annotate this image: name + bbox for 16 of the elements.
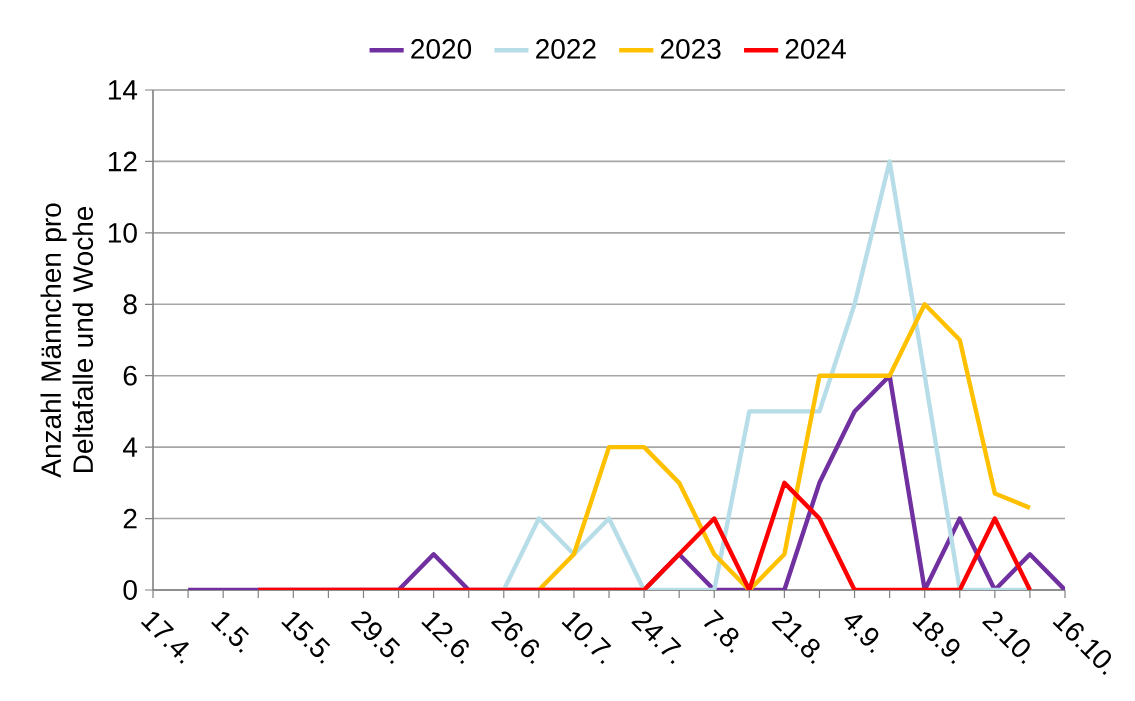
y-tick-label: 8	[123, 294, 137, 315]
y-axis-title: Anzahl Männchen pro Deltafalle und Woche	[40, 203, 94, 478]
y-tick-label: 4	[123, 437, 138, 457]
legend-label: 2023	[660, 39, 721, 59]
x-tick-label: 1.5.	[211, 612, 250, 653]
y-tick-label: 0	[123, 580, 137, 600]
legend-label: 2022	[536, 39, 596, 59]
y-tick-label: 2	[123, 508, 137, 529]
legend-label: 2024	[785, 39, 846, 59]
y-tick-label: 6	[123, 365, 137, 386]
y-tick-label: 10	[108, 222, 137, 243]
y-tick-label: 14	[108, 80, 138, 100]
x-tick-label: 7.8.	[703, 609, 739, 654]
legend-label: 2020	[411, 39, 472, 59]
x-tick-label: 4.9.	[844, 614, 879, 654]
y-tick-label: 12	[108, 151, 137, 172]
